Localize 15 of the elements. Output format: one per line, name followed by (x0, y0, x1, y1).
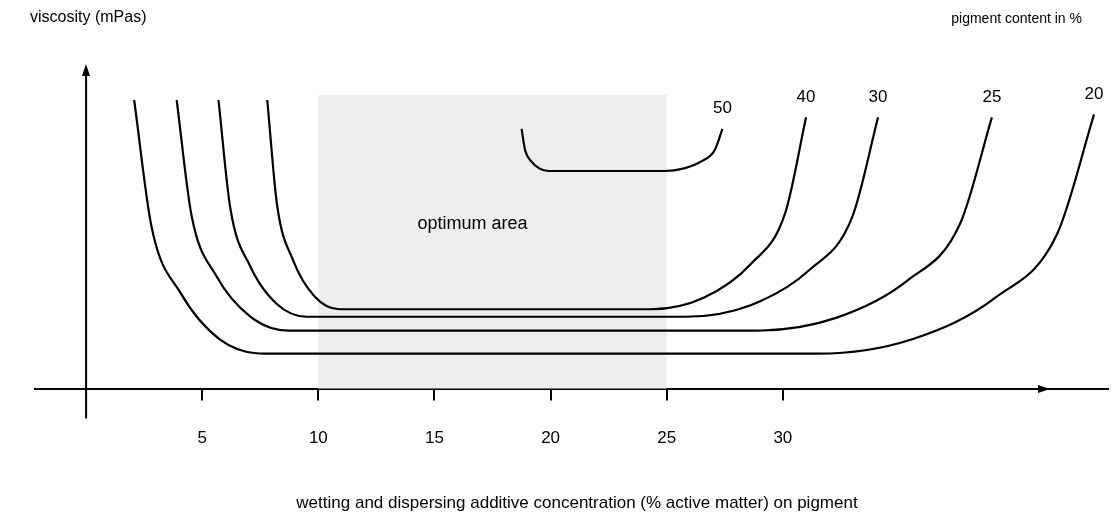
x-tick-label: 20 (541, 428, 561, 448)
y-axis-title: viscosity (mPas) (30, 8, 147, 26)
x-axis-title: wetting and dispersing additive concentration (% active matter) on pigment (295, 493, 859, 513)
x-tick-label: 15 (425, 428, 444, 448)
x-tick-label: 25 (657, 428, 677, 448)
band-label: optimum area (417, 213, 529, 234)
series-label: 30 (868, 86, 888, 106)
series-label: 25 (982, 86, 1002, 106)
x-tick-label: 5 (197, 428, 207, 448)
x-tick-label: 10 (308, 428, 328, 448)
series-label: 50 (713, 98, 732, 118)
x-tick-label: 30 (773, 428, 793, 448)
legend-title: pigment content in % (951, 10, 1082, 26)
series-label: 40 (796, 86, 816, 106)
series-label: 20 (1084, 83, 1104, 103)
